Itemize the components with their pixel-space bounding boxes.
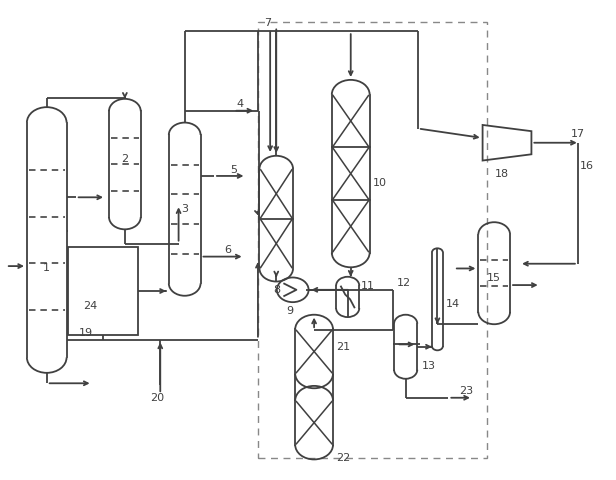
- Text: 1: 1: [43, 264, 51, 274]
- Text: 24: 24: [83, 301, 97, 312]
- Bar: [68, 247, 139, 335]
- Text: 8: 8: [274, 285, 280, 295]
- Text: 14: 14: [446, 299, 460, 309]
- Bar: [258, 22, 487, 458]
- Text: 19: 19: [79, 327, 93, 337]
- Text: 12: 12: [397, 278, 411, 288]
- Text: 11: 11: [361, 281, 375, 291]
- Text: 22: 22: [336, 453, 351, 463]
- Text: 16: 16: [580, 161, 594, 171]
- Text: 9: 9: [286, 306, 293, 316]
- Text: 21: 21: [336, 342, 351, 352]
- Text: 5: 5: [230, 165, 237, 175]
- Text: 17: 17: [570, 129, 585, 139]
- Text: 7: 7: [264, 18, 271, 28]
- Text: 3: 3: [181, 204, 188, 214]
- Text: 13: 13: [422, 361, 436, 371]
- Text: 23: 23: [460, 385, 474, 396]
- Text: 15: 15: [487, 273, 501, 283]
- Text: 2: 2: [121, 155, 128, 164]
- Text: 20: 20: [150, 393, 164, 403]
- Text: 6: 6: [224, 245, 231, 255]
- Text: 18: 18: [495, 168, 509, 179]
- Text: 10: 10: [373, 178, 387, 188]
- Text: 4: 4: [236, 98, 243, 108]
